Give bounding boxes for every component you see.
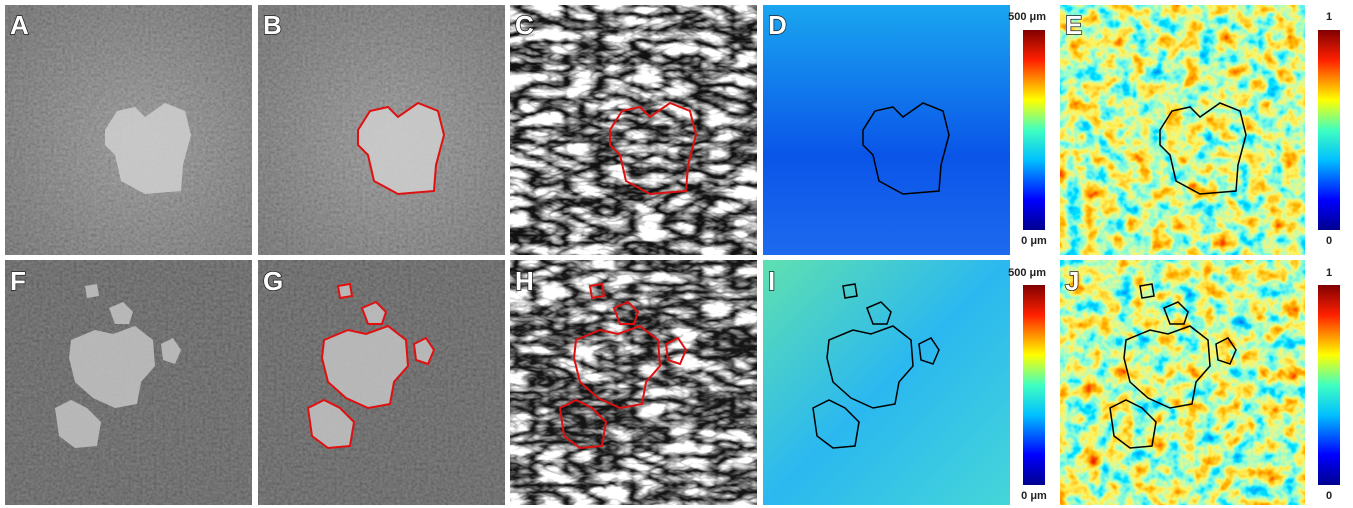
panel-label: C [515, 10, 534, 40]
panel-i: I [763, 260, 1010, 505]
panel-label: A [10, 10, 29, 40]
panel-h: H [510, 260, 757, 505]
panel-c: C [510, 5, 757, 255]
panel-label: I [768, 266, 775, 296]
panel-label: E [1065, 10, 1082, 40]
colorbar-max: 1 [1326, 267, 1332, 279]
colorbar: 500 μm 0 μm [1008, 267, 1047, 502]
colorbar-max: 500 μm [1008, 267, 1046, 279]
colorbar: 1 0 [1318, 11, 1340, 247]
figure: A B C D 500 μm 0 μm E 1 0 F [0, 0, 1353, 508]
colorbar-min: 0 [1326, 235, 1332, 247]
panel-label: J [1065, 266, 1079, 296]
panel-d: D [763, 5, 1010, 255]
panel-b: B [258, 5, 505, 255]
colorbar: 500 μm 0 μm [1008, 11, 1047, 247]
panel-label: D [768, 10, 787, 40]
panel-label: F [10, 266, 26, 296]
panel-f: F [5, 260, 252, 505]
panel-label: B [263, 10, 282, 40]
panel-label: G [263, 266, 283, 296]
panel-a: A [5, 5, 252, 255]
colorbar-min: 0 μm [1021, 490, 1047, 502]
panel-j: J [1060, 260, 1305, 505]
colorbar-max: 500 μm [1008, 11, 1046, 23]
panel-g: G [258, 260, 505, 505]
panel-label: H [515, 266, 534, 296]
colorbar-min: 0 μm [1021, 235, 1047, 247]
panel-e: E [1060, 5, 1305, 255]
colorbar-max: 1 [1326, 11, 1332, 23]
colorbar: 1 0 [1318, 267, 1340, 502]
colorbar-min: 0 [1326, 490, 1332, 502]
